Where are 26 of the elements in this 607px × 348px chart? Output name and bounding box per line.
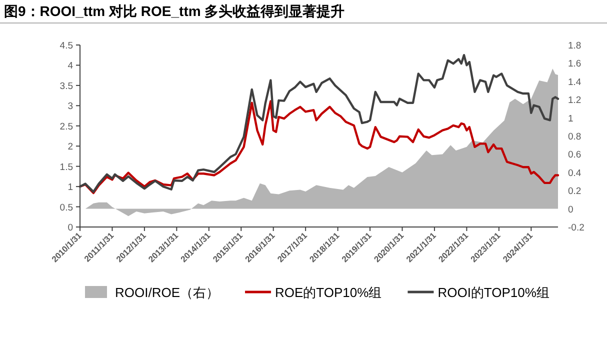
y2-tick-label: 1.8 bbox=[568, 40, 582, 52]
chart-title: 图9：ROOI_ttm 对比 ROE_ttm 多头收益得到显著提升 bbox=[4, 3, 345, 19]
legend-label: ROOI的TOP10%组 bbox=[438, 285, 550, 300]
y-tick-label: 3 bbox=[68, 101, 73, 112]
y2-tick-label: 1.6 bbox=[568, 58, 582, 70]
y-tick-label: 2 bbox=[68, 142, 73, 153]
y-tick-label: 1.5 bbox=[60, 162, 73, 173]
y-tick-label: 1 bbox=[68, 182, 73, 194]
y-tick-label: 2.5 bbox=[60, 121, 73, 132]
y2-tick-label: 1.2 bbox=[568, 95, 582, 106]
y-tick-label: 3.5 bbox=[60, 80, 73, 92]
y-tick-label: 0 bbox=[68, 222, 73, 234]
y2-tick-label: 0.2 bbox=[568, 186, 582, 198]
y2-tick-label: 0.8 bbox=[568, 132, 582, 142]
y2-tick-label: -0.2 bbox=[568, 222, 584, 234]
y2-tick-label: 0.4 bbox=[568, 168, 582, 179]
y2-tick-label: 0 bbox=[568, 204, 574, 216]
y2-tick-label: 0.6 bbox=[568, 150, 582, 161]
y2-tick-label: 1.4 bbox=[568, 76, 582, 88]
y-tick-label: 0.5 bbox=[60, 202, 73, 214]
y-tick-label: 4 bbox=[68, 60, 73, 72]
line-series bbox=[78, 100, 560, 194]
y-tick-label: 4.5 bbox=[60, 40, 73, 52]
legend-label: ROE的TOP10%组 bbox=[275, 285, 382, 300]
legend-label: ROOI/ROE（右） bbox=[115, 285, 220, 300]
y2-tick-label: 1 bbox=[568, 113, 574, 124]
